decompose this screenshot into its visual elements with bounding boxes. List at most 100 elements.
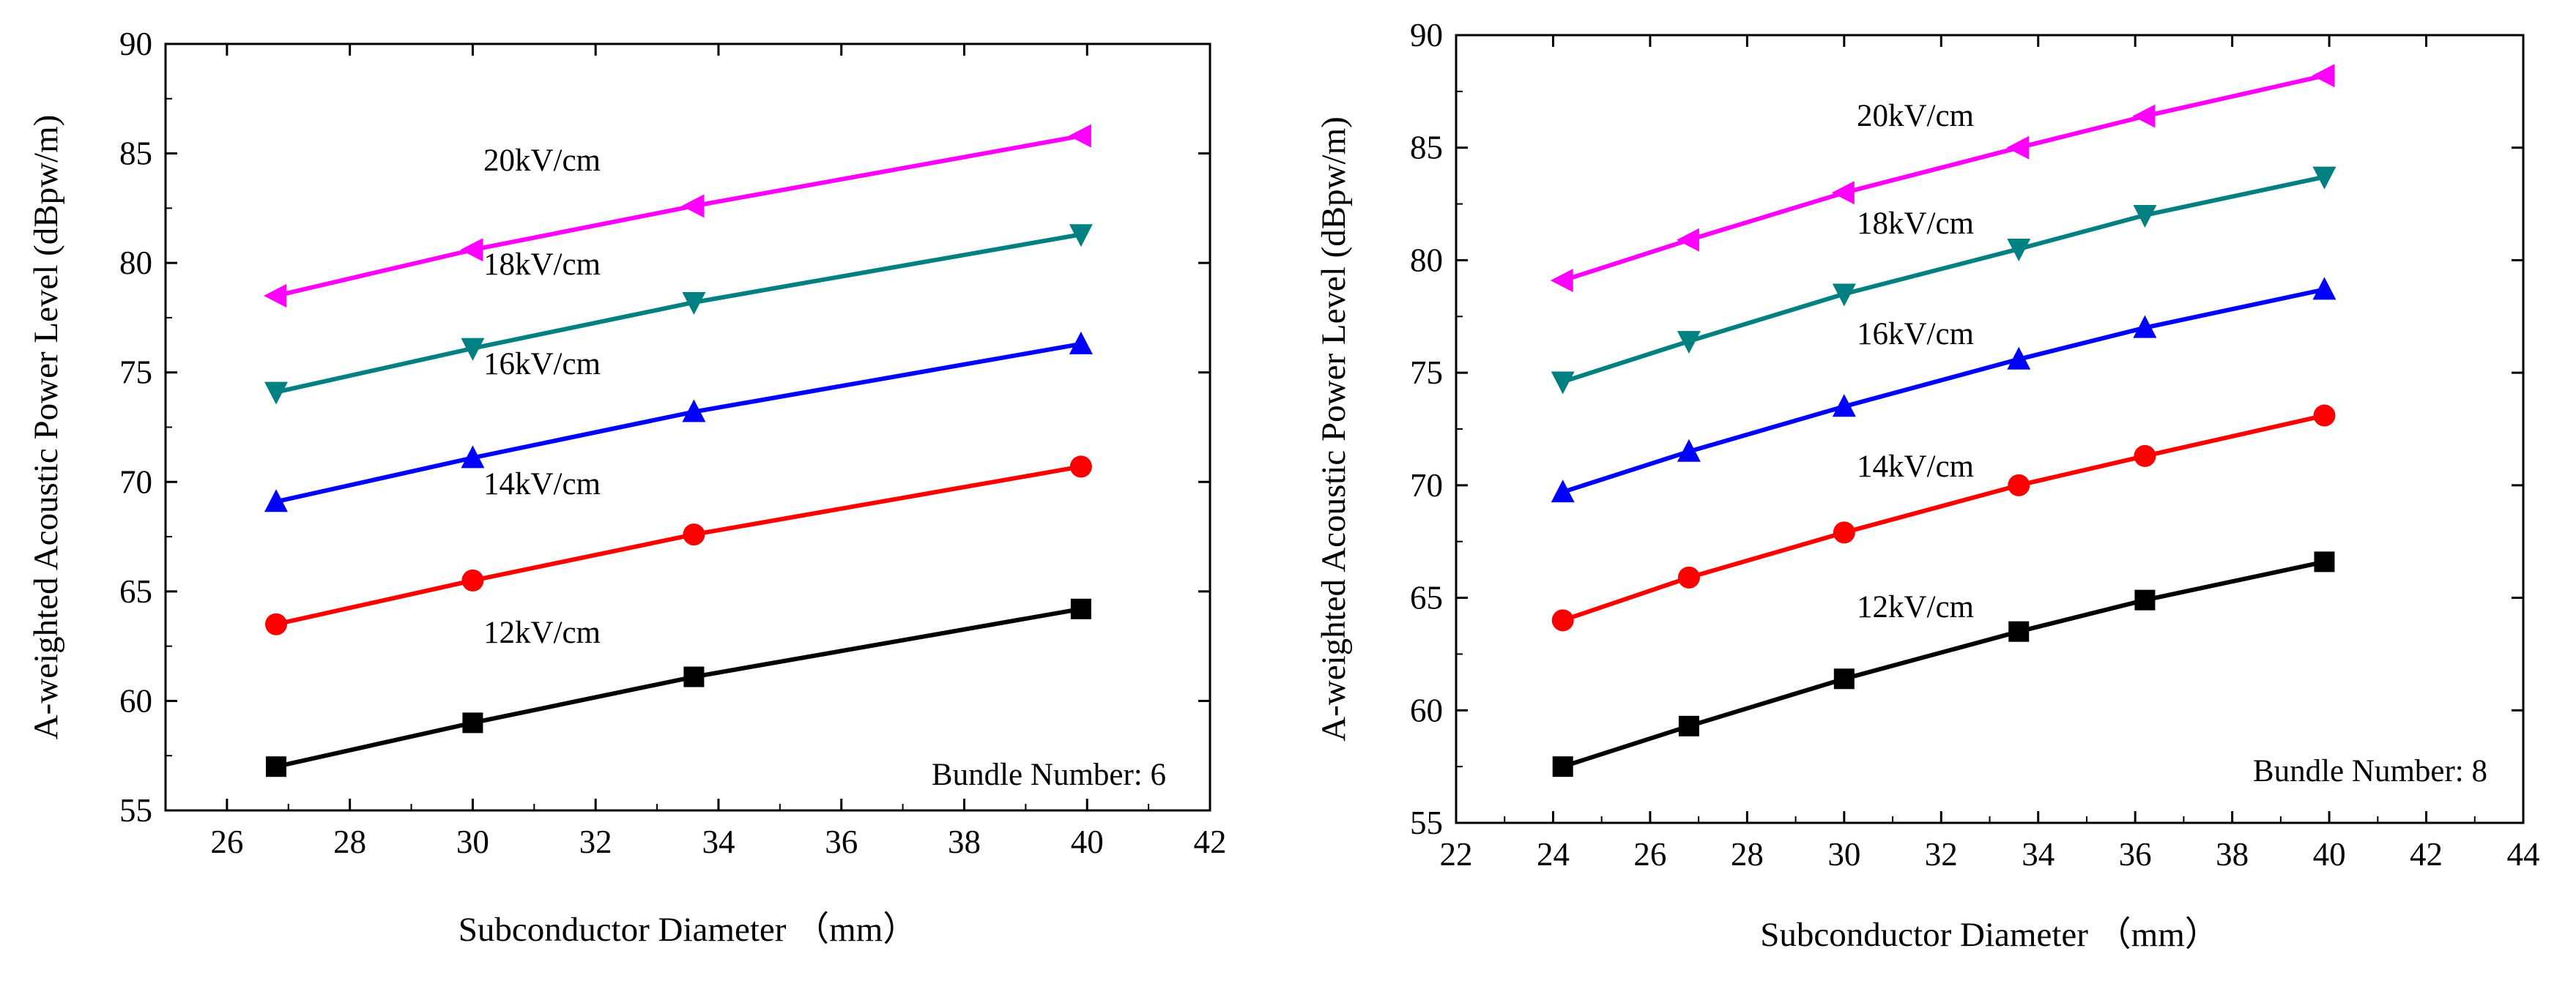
y-tick-label: 85	[1410, 130, 1443, 166]
y-tick-label: 60	[1410, 692, 1443, 728]
y-tick-label: 65	[119, 573, 152, 610]
x-tick-label: 42	[1194, 824, 1227, 860]
data-point-marker	[264, 613, 287, 635]
y-tick-label: 60	[119, 682, 152, 719]
data-point-marker	[462, 712, 483, 734]
series-16kv-per-cm: 16kV/cm	[1551, 277, 2336, 503]
data-point-marker	[2312, 277, 2336, 300]
series-line	[1562, 174, 2326, 384]
chart-panel-2: 22 24 26 28 30 32 34 36 38 40 42 44 55 60 65 70 75 80 85 90…	[1315, 17, 2540, 954]
data-point-marker	[683, 666, 705, 687]
series-line	[275, 464, 1082, 627]
bundle-number-annotation: Bundle Number: 6	[932, 758, 1166, 792]
data-point-marker	[2133, 315, 2157, 338]
data-point-marker	[682, 291, 706, 315]
x-tick-label: 24	[1537, 836, 1570, 873]
series-20kv-per-cm: 20kV/cm	[263, 124, 1091, 308]
x-tick-label: 42	[2410, 836, 2443, 873]
data-point-marker	[2134, 444, 2156, 467]
data-point-marker	[682, 399, 706, 422]
x-tick-label: 36	[2119, 836, 2152, 873]
series-line	[1562, 73, 2326, 283]
x-tick-label: 28	[1731, 836, 1764, 873]
series-12kv-per-cm: 12kV/cm	[1552, 551, 2335, 777]
data-point-marker	[2007, 239, 2031, 262]
x-tick-label: 40	[2313, 836, 2346, 873]
x-tick-label: 34	[2022, 836, 2055, 873]
series-label: 14kV/cm	[1857, 450, 1974, 484]
series-label: 12kV/cm	[1857, 590, 1974, 624]
series-line	[275, 133, 1082, 298]
data-point-marker	[1069, 455, 1092, 478]
x-tick-label: 34	[702, 824, 735, 860]
series-line	[1562, 287, 2326, 494]
data-point-marker	[1551, 609, 1574, 632]
series-label: 16kV/cm	[483, 347, 601, 381]
data-point-marker	[1069, 224, 1093, 247]
x-tick-label: 40	[1071, 824, 1104, 860]
chart-panel-1: 26 28 30 32 34 36 38 40 42 55 60 65 70 75 80 85 90 Subcon…	[27, 26, 1227, 949]
data-point-marker	[681, 194, 705, 218]
series-18kv-per-cm: 18kV/cm	[264, 224, 1093, 405]
series-label: 16kV/cm	[1857, 317, 1974, 351]
x-tick-label: 30	[456, 824, 489, 860]
x-tick-label: 22	[1440, 836, 1473, 873]
series-line	[1562, 413, 2326, 623]
data-point-marker	[2133, 204, 2157, 228]
x-tick-label: 28	[333, 824, 366, 860]
x-tick-label: 32	[579, 824, 612, 860]
data-point-marker	[2314, 551, 2335, 572]
data-point-marker	[2134, 589, 2156, 611]
data-point-marker	[683, 523, 705, 546]
data-point-marker	[1678, 715, 1699, 736]
data-point-marker	[2008, 621, 2030, 642]
data-point-marker	[1831, 181, 1855, 205]
data-point-marker	[1832, 283, 1856, 307]
y-tick-label: 75	[119, 354, 152, 391]
y-tick-label: 90	[119, 26, 152, 62]
data-point-marker	[1677, 566, 1700, 589]
series-14kv-per-cm: 14kV/cm	[264, 455, 1092, 635]
y-tick-label: 55	[119, 792, 152, 829]
data-point-marker	[461, 569, 484, 592]
series-14kv-per-cm: 14kV/cm	[1551, 404, 2336, 632]
series-line	[1562, 559, 2326, 769]
series-label: 18kV/cm	[1857, 206, 1974, 241]
x-axis-title: Subconductor Diameter （mm）	[1760, 916, 2219, 954]
data-point-marker	[461, 445, 485, 469]
x-tick-label: 36	[825, 824, 858, 860]
x-tick-label: 26	[210, 824, 243, 860]
data-point-marker	[263, 284, 286, 308]
data-point-marker	[1069, 331, 1093, 354]
y-tick-label: 85	[119, 135, 152, 172]
data-point-marker	[1551, 371, 1575, 395]
data-point-marker	[264, 381, 288, 405]
y-tick-label: 65	[1410, 580, 1443, 616]
y-tick-label: 55	[1410, 805, 1443, 841]
series-12kv-per-cm: 12kV/cm	[265, 598, 1091, 777]
plot-frame	[164, 42, 1211, 812]
y-axis-title: A-weighted Acoustic Power Level (dBpw/m)	[1315, 116, 1353, 742]
data-point-marker	[1550, 269, 1573, 293]
data-point-marker	[2006, 135, 2030, 160]
data-point-marker	[2312, 64, 2335, 88]
x-tick-label: 38	[2216, 836, 2249, 873]
series-16kv-per-cm: 16kV/cm	[264, 331, 1093, 512]
data-point-marker	[264, 489, 288, 512]
series-line	[275, 232, 1082, 395]
data-point-marker	[1068, 124, 1091, 148]
series-line	[275, 606, 1082, 769]
y-tick-label: 80	[119, 245, 152, 281]
data-point-marker	[1676, 228, 1699, 252]
y-axis-title: A-weighted Acoustic Power Level (dBpw/m)	[27, 115, 65, 740]
series-label: 14kV/cm	[483, 467, 601, 501]
data-point-marker	[1677, 439, 1701, 462]
data-point-marker	[1070, 598, 1091, 619]
y-tick-label: 70	[119, 463, 152, 500]
series-label: 18kV/cm	[483, 247, 601, 282]
data-point-marker	[1833, 668, 1855, 690]
series-18kv-per-cm: 18kV/cm	[1551, 166, 2336, 395]
x-axis-title: Subconductor Diameter （mm）	[459, 911, 918, 949]
data-point-marker	[460, 238, 483, 262]
series-20kv-per-cm: 20kV/cm	[1550, 64, 2335, 293]
